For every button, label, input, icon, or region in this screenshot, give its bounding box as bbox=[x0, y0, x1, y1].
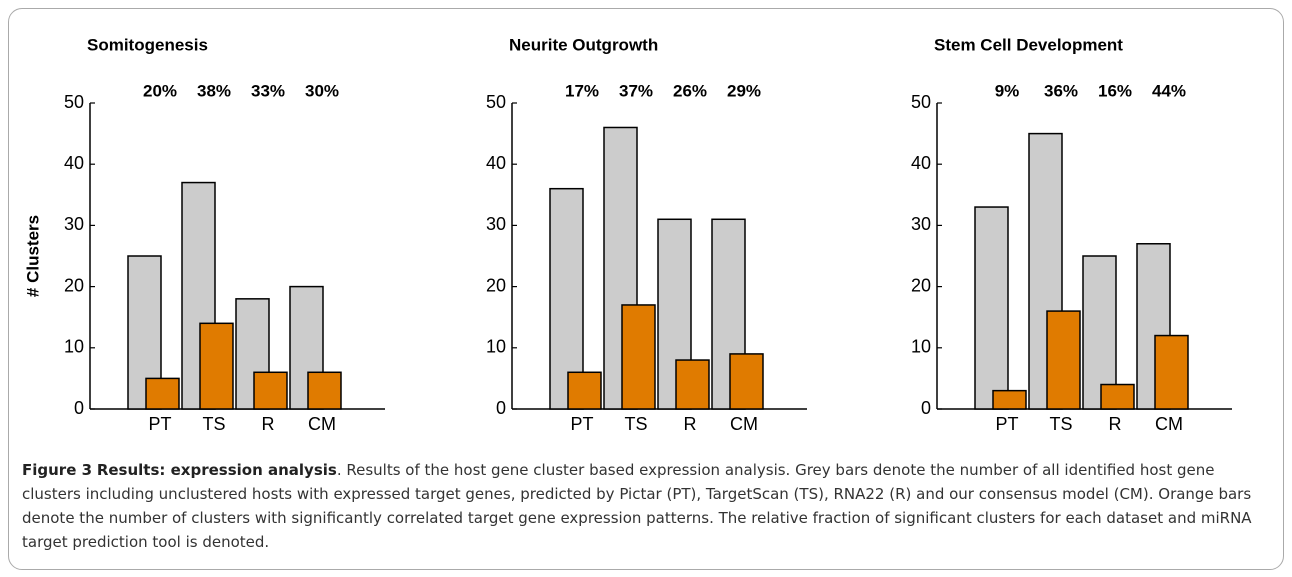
y-tick-label: 20 bbox=[486, 275, 506, 295]
x-tick-label: R bbox=[684, 414, 697, 434]
percent-label: 44% bbox=[1152, 81, 1186, 100]
bar bbox=[974, 206, 1009, 410]
percent-label: 30% bbox=[305, 81, 339, 100]
x-tick-label: CM bbox=[308, 414, 336, 434]
percent-label: 20% bbox=[143, 81, 177, 100]
caption-label: Figure 3 bbox=[22, 461, 93, 479]
y-tick-label: 40 bbox=[486, 153, 506, 173]
x-tick-label: R bbox=[1109, 414, 1122, 434]
caption-title: Results: expression analysis bbox=[96, 461, 337, 479]
y-tick-label: 50 bbox=[64, 92, 84, 112]
y-tick-label: 40 bbox=[64, 153, 84, 173]
bar bbox=[1046, 310, 1081, 410]
figure-frame bbox=[8, 8, 1284, 570]
bar bbox=[145, 377, 180, 410]
y-tick-label: 0 bbox=[74, 398, 84, 418]
y-tick-label: 50 bbox=[486, 92, 506, 112]
bar bbox=[675, 359, 710, 410]
percent-label: 36% bbox=[1044, 81, 1078, 100]
percent-label: 9% bbox=[995, 81, 1020, 100]
percent-label: 29% bbox=[727, 81, 761, 100]
percent-label: 17% bbox=[565, 81, 599, 100]
y-tick-label: 30 bbox=[486, 214, 506, 234]
percent-label: 38% bbox=[197, 81, 231, 100]
percent-label: 26% bbox=[673, 81, 707, 100]
y-tick-label: 0 bbox=[921, 398, 931, 418]
x-tick-label: TS bbox=[624, 414, 647, 434]
x-tick-label: R bbox=[262, 414, 275, 434]
x-tick-label: CM bbox=[1155, 414, 1183, 434]
x-tick-label: TS bbox=[202, 414, 225, 434]
chart-title: Neurite Outgrowth bbox=[509, 35, 658, 54]
bar bbox=[253, 371, 288, 410]
bar bbox=[1100, 383, 1135, 410]
bar bbox=[729, 353, 764, 410]
percent-label: 33% bbox=[251, 81, 285, 100]
x-tick-label: PT bbox=[995, 414, 1018, 434]
x-tick-label: PT bbox=[148, 414, 171, 434]
y-axis-label: # Clusters bbox=[23, 215, 42, 297]
y-tick-label: 10 bbox=[486, 337, 506, 357]
percent-label: 16% bbox=[1098, 81, 1132, 100]
bar bbox=[992, 389, 1027, 410]
y-tick-label: 30 bbox=[64, 214, 84, 234]
y-tick-label: 50 bbox=[911, 92, 931, 112]
x-tick-label: CM bbox=[730, 414, 758, 434]
chart-title: Somitogenesis bbox=[87, 35, 208, 54]
x-tick-label: TS bbox=[1049, 414, 1072, 434]
y-tick-label: 0 bbox=[496, 398, 506, 418]
bar bbox=[1154, 334, 1189, 410]
percent-label: 37% bbox=[619, 81, 653, 100]
y-tick-label: 30 bbox=[911, 214, 931, 234]
y-tick-label: 20 bbox=[911, 275, 931, 295]
caption: Figure 3 Results: expression analysis. R… bbox=[22, 458, 1272, 554]
bar bbox=[199, 322, 234, 410]
charts: Somitogenesis # Clusters 0 10 20 30 40 50 PT 20% T… bbox=[23, 35, 1232, 434]
y-tick-label: 20 bbox=[64, 275, 84, 295]
bar bbox=[567, 371, 602, 410]
y-tick-label: 10 bbox=[911, 337, 931, 357]
caption-text: . Results of the host gene cluster based… bbox=[22, 461, 1252, 551]
bar bbox=[621, 304, 656, 410]
bar bbox=[1082, 255, 1117, 410]
y-tick-label: 10 bbox=[64, 337, 84, 357]
y-tick-label: 40 bbox=[911, 153, 931, 173]
chart-title: Stem Cell Development bbox=[934, 35, 1123, 54]
bar bbox=[307, 371, 342, 410]
x-tick-label: PT bbox=[570, 414, 593, 434]
